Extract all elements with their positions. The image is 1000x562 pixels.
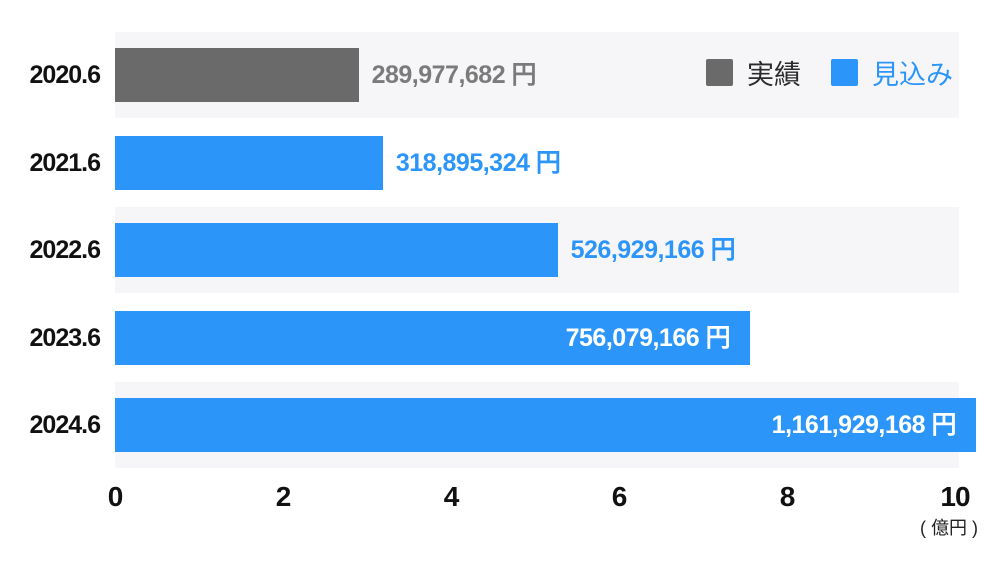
x-tick-4: 4	[443, 481, 460, 512]
legend-swatch-forecast	[831, 58, 858, 86]
bar-2023-6[interactable]	[115, 310, 751, 365]
value-label-2021-6: 318,895,324 円	[395, 148, 561, 177]
legend-swatch-actual	[706, 58, 733, 86]
x-tick-6: 6	[611, 481, 628, 512]
category-label-2023-6: 2023.6	[29, 323, 101, 352]
category-label-2022-6: 2022.6	[29, 236, 101, 264]
value-label-2020-6: 289,977,682 円	[371, 61, 537, 89]
bar-2022-6[interactable]	[115, 223, 558, 277]
x-tick-0: 0	[107, 481, 124, 512]
category-label-2020-6: 2020.6	[29, 61, 101, 89]
value-label-2024-6: 1,161,929,168 円	[771, 411, 957, 439]
legend-label-forecast: 見込み	[872, 59, 953, 90]
value-label-2022-6: 526,929,166 円	[570, 236, 736, 264]
legend: 実績 見込み	[706, 58, 953, 90]
bar-2024-6[interactable]	[115, 398, 976, 452]
bar-2021-6[interactable]	[115, 135, 383, 190]
legend-label-actual: 実績	[747, 59, 801, 90]
category-label-2024-6: 2024.6	[29, 411, 101, 439]
category-label-2021-6: 2021.6	[29, 148, 101, 177]
axis-unit-label: ( 億円 )	[920, 518, 978, 538]
x-tick-2: 2	[275, 481, 292, 512]
bar-2020-6[interactable]	[115, 48, 359, 102]
x-tick-8: 8	[779, 481, 796, 512]
legend-item-forecast[interactable]: 見込み	[831, 53, 953, 92]
x-tick-10: 10	[940, 481, 970, 512]
value-label-2023-6: 756,079,166 円	[565, 323, 731, 352]
legend-item-actual[interactable]: 実績	[706, 53, 801, 92]
